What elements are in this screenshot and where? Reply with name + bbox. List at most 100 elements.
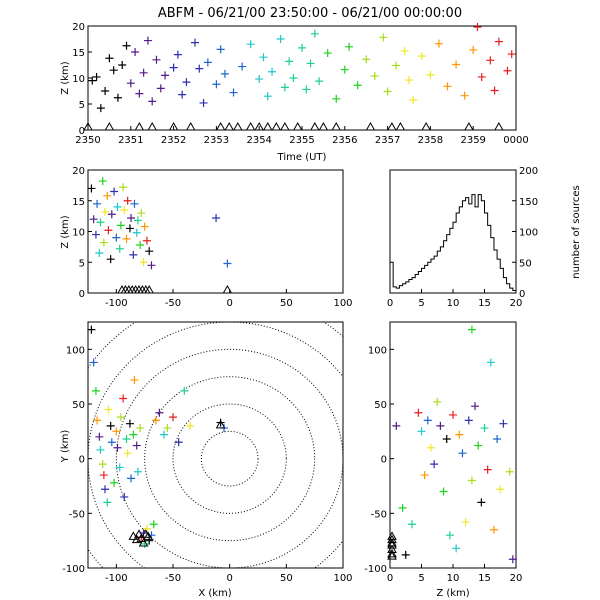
source-point	[238, 62, 247, 71]
ground-marker	[421, 121, 431, 131]
source-point	[443, 82, 452, 91]
source-point	[255, 75, 264, 84]
source-point	[392, 421, 401, 430]
source-point	[130, 375, 139, 384]
time-height-x-ticks: 2350 2351 2352 2353 2354 2355 2356 2357 2358 2359…	[75, 126, 529, 146]
source-point	[103, 498, 112, 507]
source-point	[464, 416, 473, 425]
source-point	[103, 191, 112, 200]
source-point	[246, 40, 255, 49]
source-point	[199, 98, 208, 107]
source-point	[507, 50, 516, 59]
source-point	[401, 550, 410, 559]
source-point	[161, 71, 170, 80]
source-point	[129, 430, 138, 439]
source-point	[116, 413, 125, 422]
source-point	[169, 413, 177, 422]
source-point	[178, 90, 187, 99]
source-point	[101, 207, 109, 216]
source-point	[280, 83, 289, 92]
source-point	[471, 402, 480, 411]
time-height-sources	[88, 23, 516, 113]
ground-marker	[144, 284, 155, 294]
source-point	[127, 474, 136, 483]
source-point	[362, 55, 371, 64]
time-height-panel: 2350 2351 2352 2353 2354 2355 2356 2357 2358 2359…	[60, 22, 529, 163]
source-point	[474, 441, 483, 450]
ground-marker	[387, 551, 397, 560]
x-height-panel: -100 -50 0 50 100 0 5 10 15 20 Z (km)	[60, 166, 353, 309]
y-tick-label: 0	[79, 126, 85, 137]
source-point	[142, 236, 151, 245]
source-point	[182, 78, 191, 87]
x-tick-label: 100	[333, 573, 352, 584]
range-ring	[88, 322, 343, 568]
y-tick-label: 15	[72, 197, 85, 208]
source-point	[445, 531, 454, 540]
source-point	[101, 87, 110, 95]
source-point	[116, 221, 125, 230]
source-point	[88, 76, 97, 85]
time-height-y-label: Z (km)	[60, 61, 71, 94]
source-point	[93, 199, 102, 208]
source-point	[489, 525, 498, 534]
source-point	[136, 241, 145, 250]
ground-marker	[387, 540, 397, 549]
source-point	[123, 196, 132, 205]
source-point	[503, 66, 512, 75]
y-tick-label: 10	[72, 228, 85, 239]
source-point	[98, 177, 107, 186]
source-point	[156, 84, 165, 93]
ground-marker	[215, 121, 226, 131]
source-point	[91, 386, 100, 395]
source-point	[496, 485, 505, 494]
x-tick-label: 2359	[460, 135, 485, 146]
x-tick-label: 2354	[246, 135, 271, 146]
source-point	[469, 45, 478, 54]
height-histogram-panel: 0 5 10 15 20 0 50 100 150 200 number of sources	[387, 166, 582, 309]
source-point	[155, 408, 164, 417]
plan-view-sources	[87, 325, 228, 548]
x-tick-label: 10	[447, 573, 460, 584]
source-point	[408, 520, 417, 529]
source-point	[442, 434, 451, 443]
source-point	[140, 222, 149, 231]
range-ring	[144, 376, 316, 542]
source-point	[405, 76, 413, 85]
ground-marker	[387, 548, 397, 558]
source-point	[107, 210, 116, 219]
source-point	[423, 416, 432, 425]
x-tick-label: 15	[478, 298, 491, 309]
source-point	[163, 424, 172, 433]
source-point	[99, 471, 108, 480]
height-y-x-ticks: 0 5 10 15 20	[387, 564, 522, 584]
ground-marker	[280, 121, 290, 131]
ground-marker	[224, 121, 235, 131]
source-point	[310, 29, 319, 38]
plan-view-x-ticks: -100 -50 0 50 100	[105, 564, 353, 584]
y-tick-label: -50	[371, 509, 387, 520]
source-point	[89, 215, 98, 224]
source-point	[409, 95, 418, 104]
plan-view-range-rings	[88, 322, 343, 568]
x-tick-label: 0000	[503, 135, 528, 146]
x-tick-label: 2352	[161, 135, 186, 146]
source-point	[173, 50, 182, 59]
source-point	[229, 88, 238, 97]
source-point	[101, 485, 109, 494]
time-height-frame	[87, 25, 517, 131]
ground-marker	[365, 121, 376, 131]
source-point	[499, 419, 508, 428]
source-point	[123, 449, 132, 458]
range-ring	[200, 430, 259, 487]
source-point	[212, 80, 221, 89]
y-tick-label: 10	[72, 74, 85, 85]
y-tick-label: 100	[368, 345, 387, 356]
ground-marker	[138, 537, 149, 547]
ground-marker	[292, 121, 303, 131]
source-point	[455, 430, 464, 439]
source-point	[434, 39, 443, 48]
time-height-ground-markers	[83, 121, 504, 131]
source-point	[115, 244, 124, 253]
